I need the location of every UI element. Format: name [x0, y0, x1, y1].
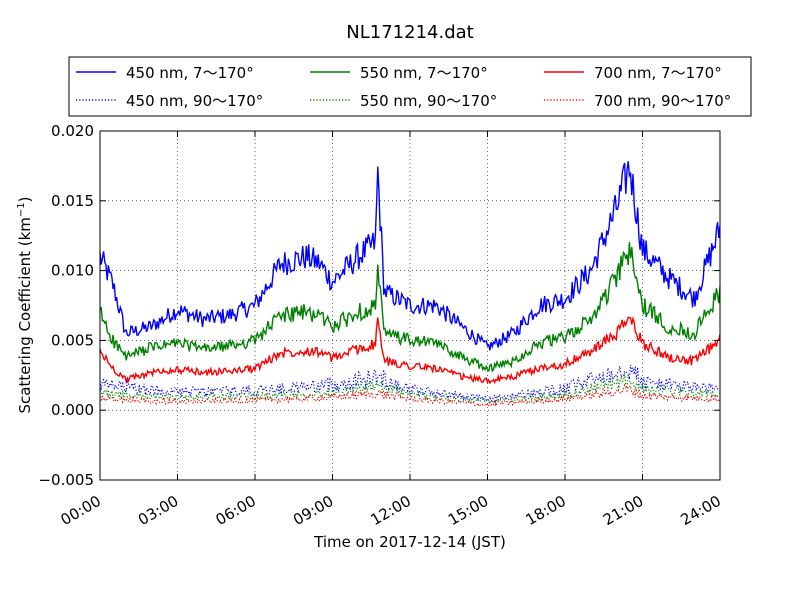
legend-box	[68, 56, 752, 117]
y-tick-label: 0.000	[51, 401, 94, 419]
series-line	[99, 242, 721, 373]
plot-area	[99, 161, 721, 409]
series-line	[99, 383, 721, 409]
y-axis-label: Scattering Coefficient (km−1)	[16, 196, 34, 413]
y-axis-label-close: )	[16, 196, 34, 202]
legend: 450 nm, 7～170° 550 nm, 7～170° 700 nm, 7～17…	[68, 56, 752, 117]
y-axis-label-main: Scattering Coefficient (km	[16, 217, 34, 413]
y-tick-label: 0.015	[51, 192, 94, 210]
legend-label: 700 nm, 90～170°	[594, 92, 731, 110]
chart-title: NL171214.dat	[346, 22, 473, 43]
y-tick-label: 0.010	[51, 262, 94, 280]
y-tick-label: 0.020	[51, 122, 94, 140]
x-axis-label: Time on 2017-12-14 (JST)	[313, 533, 506, 551]
legend-label: 550 nm, 7～170°	[360, 64, 488, 82]
y-tick-label: −0.005	[38, 471, 94, 489]
legend-label: 450 nm, 7～170°	[126, 64, 254, 82]
legend-label: 700 nm, 7～170°	[594, 64, 722, 82]
series-line	[99, 316, 721, 385]
y-tick-label: 0.005	[51, 331, 94, 349]
legend-label: 550 nm, 90～170°	[360, 92, 497, 110]
series-line	[99, 161, 721, 351]
y-axis-label-superscript: −1	[16, 202, 27, 217]
legend-label: 450 nm, 90～170°	[126, 92, 263, 110]
